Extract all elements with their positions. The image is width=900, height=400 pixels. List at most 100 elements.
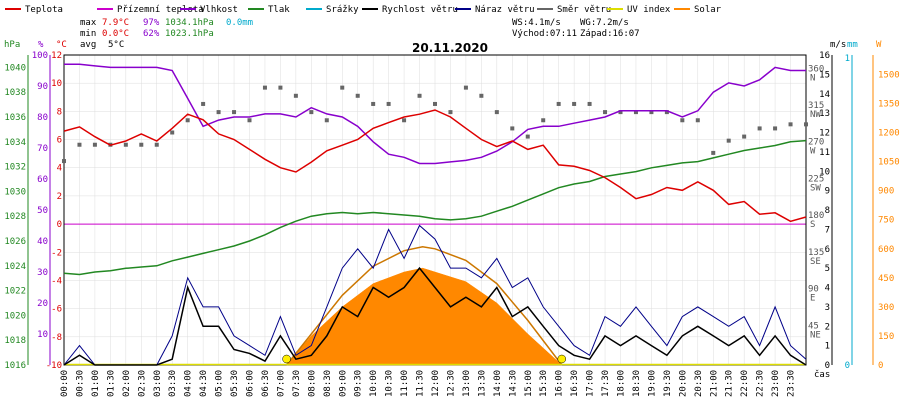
wind-direction-point bbox=[726, 138, 731, 143]
solar-tick: 600 bbox=[878, 245, 894, 255]
x-tick: 02:30 bbox=[137, 370, 147, 397]
stats-max-rain: 0.0mm bbox=[226, 18, 253, 28]
wind-tick: 15 bbox=[819, 70, 830, 80]
temperature-tick: 10 bbox=[51, 79, 62, 89]
x-tick: 08:00 bbox=[307, 370, 317, 397]
x-tick: 06:00 bbox=[246, 370, 256, 397]
humidity-tick: 10 bbox=[37, 330, 48, 340]
humidity-tick: 70 bbox=[37, 144, 48, 154]
wind-tick: 5 bbox=[825, 264, 830, 274]
x-tick: 09:30 bbox=[354, 370, 364, 397]
pressure-tick: 1040 bbox=[4, 63, 26, 73]
wind-tick: 10 bbox=[819, 167, 830, 177]
wind-direction-point bbox=[402, 118, 407, 123]
stats-max-hum: 97% bbox=[143, 18, 160, 28]
wind-tick: 0 bbox=[825, 361, 830, 371]
wind-direction-point bbox=[757, 126, 762, 131]
x-tick: 05:00 bbox=[215, 370, 225, 397]
legend-label: Směr větru bbox=[557, 5, 611, 15]
wind-tick: 3 bbox=[825, 303, 830, 313]
direction-tick: 225 bbox=[808, 174, 824, 184]
x-tick: 15:30 bbox=[539, 370, 549, 397]
direction-tick: 45 bbox=[808, 321, 819, 331]
wind-direction-point bbox=[711, 150, 716, 155]
wind-direction-point bbox=[448, 110, 453, 115]
legend-label: Teplota bbox=[25, 5, 63, 15]
wind-direction-point bbox=[154, 142, 159, 147]
x-tick: 19:30 bbox=[663, 370, 673, 397]
wind-direction-point bbox=[216, 110, 221, 115]
x-tick: 00:30 bbox=[75, 370, 85, 397]
humidity-tick: 20 bbox=[37, 299, 48, 309]
wind-direction-point bbox=[556, 101, 561, 106]
direction-label: W bbox=[810, 147, 816, 157]
direction-tick: 90 bbox=[808, 285, 819, 295]
wind-tick: 9 bbox=[825, 187, 830, 197]
x-tick: 02:00 bbox=[122, 370, 132, 397]
direction-label: E bbox=[810, 294, 815, 304]
x-tick: 01:00 bbox=[91, 370, 101, 397]
x-tick: 22:00 bbox=[740, 370, 750, 397]
chart-title: 20.11.2020 bbox=[412, 41, 488, 55]
humidity-tick: 30 bbox=[37, 268, 48, 278]
x-tick: 15:00 bbox=[524, 370, 534, 397]
stats-block: max 7.9°C 97% 1034.1hPa 0.0mm min 0.0°C … bbox=[80, 18, 640, 50]
solar-theoretical-line bbox=[286, 246, 563, 366]
stats-max-temp: 7.9°C bbox=[102, 18, 129, 28]
pressure-tick: 1032 bbox=[4, 163, 26, 173]
wind-direction-point bbox=[664, 110, 669, 115]
wind-direction-point bbox=[139, 142, 144, 147]
rain-tick: 1 bbox=[845, 54, 850, 64]
temperature-tick: -4 bbox=[51, 276, 62, 286]
wind-unit: m/s bbox=[830, 40, 846, 50]
temperature-line bbox=[63, 109, 807, 223]
legend-label: Srážky bbox=[326, 5, 359, 15]
x-tick: 10:00 bbox=[369, 370, 379, 397]
stats-min-temp: 0.0°C bbox=[102, 29, 129, 39]
x-tick: 18:00 bbox=[617, 370, 627, 397]
solar-layer bbox=[282, 246, 567, 366]
humidity-tick: 60 bbox=[37, 175, 48, 185]
stats-min-hum: 62% bbox=[143, 29, 160, 39]
x-tick: 13:00 bbox=[462, 370, 472, 397]
x-tick: 16:00 bbox=[555, 370, 565, 397]
pressure-tick: 1020 bbox=[4, 311, 26, 321]
solar-tick: 750 bbox=[878, 216, 894, 226]
x-tick: 23:30 bbox=[787, 370, 797, 397]
pressure-tick: 1028 bbox=[4, 212, 26, 222]
solar-tick: 900 bbox=[878, 187, 894, 197]
legend-label: Solar bbox=[694, 5, 722, 15]
temperature-tick: 2 bbox=[57, 192, 62, 202]
direction-label: N bbox=[810, 73, 815, 83]
wind-direction-point bbox=[649, 110, 654, 115]
stats-sunset: Západ:16:07 bbox=[580, 29, 640, 39]
wind-direction-point bbox=[386, 101, 391, 106]
legend-label: Rychlost větru bbox=[382, 5, 458, 15]
temperature-tick: 6 bbox=[57, 136, 62, 146]
direction-label: S bbox=[810, 220, 815, 230]
wind-direction-point bbox=[355, 93, 360, 98]
solar-tick: 1500 bbox=[878, 70, 900, 80]
x-tick: 10:30 bbox=[385, 370, 395, 397]
pressure-tick: 1016 bbox=[4, 361, 26, 371]
solar-tick: 1200 bbox=[878, 129, 900, 139]
solar-tick: 1350 bbox=[878, 99, 900, 109]
direction-tick: 270 bbox=[808, 138, 824, 148]
humidity-tick: 90 bbox=[37, 82, 48, 92]
solar-tick: 450 bbox=[878, 274, 894, 284]
wind-tick: 14 bbox=[819, 90, 830, 100]
humidity-tick: 100 bbox=[32, 51, 48, 61]
wind-direction-point bbox=[587, 101, 592, 106]
x-tick: 12:30 bbox=[446, 370, 456, 397]
temperature-tick: 0 bbox=[57, 220, 62, 230]
x-tick: 20:00 bbox=[678, 370, 688, 397]
wind-tick: 4 bbox=[825, 284, 830, 294]
sunset-marker bbox=[557, 354, 567, 364]
wind-gust-line bbox=[63, 224, 807, 366]
wind-direction-point bbox=[417, 93, 422, 98]
direction-tick: 360 bbox=[808, 64, 824, 74]
pressure-line bbox=[63, 139, 807, 276]
stats-avg-temp: 5°C bbox=[108, 40, 124, 50]
legend-label: Vlhkost bbox=[200, 5, 238, 15]
x-tick: 03:00 bbox=[153, 370, 163, 397]
